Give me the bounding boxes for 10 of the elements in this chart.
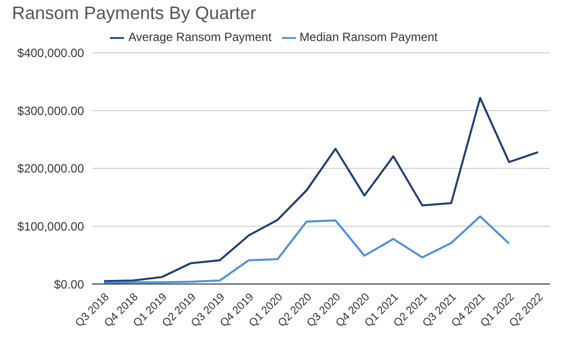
y-tick-label: $0.00 xyxy=(54,277,84,292)
legend-label: Median Ransom Payment xyxy=(300,30,438,44)
y-tick-label: $300,000.00 xyxy=(17,104,84,118)
line-series xyxy=(103,96,539,282)
legend-label: Average Ransom Payment xyxy=(128,30,272,44)
line-series xyxy=(103,215,510,284)
y-tick-label: $400,000.00 xyxy=(17,46,84,60)
y-tick-label: $100,000.00 xyxy=(17,219,84,234)
y-tick-label: $200,000.00 xyxy=(17,162,84,176)
chart-title: Ransom Payments By Quarter xyxy=(12,2,256,24)
